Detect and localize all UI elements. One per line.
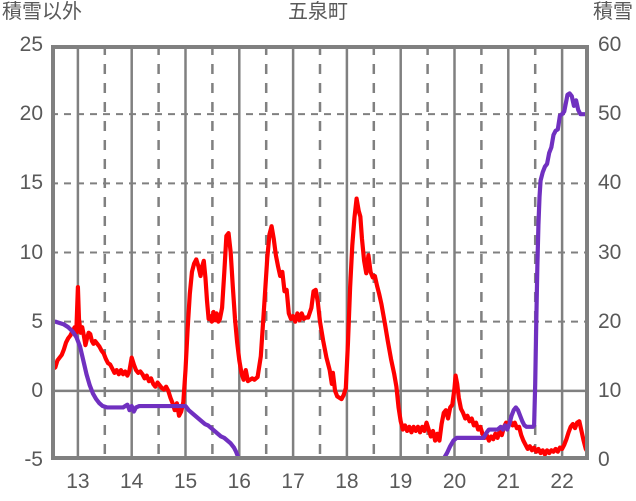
x-tick-19: 19 — [389, 470, 413, 493]
y-tick-left-0: 0 — [31, 378, 43, 402]
chart-title: 五泉町 — [288, 1, 348, 23]
series-line-non-snow — [51, 196, 589, 457]
y-tick-right-10: 10 — [598, 378, 622, 402]
plot-svg — [51, 45, 589, 460]
plot-area — [51, 45, 589, 460]
x-tick-13: 13 — [66, 470, 90, 493]
x-tick-18: 18 — [335, 470, 359, 493]
y-tick-right-0: 0 — [598, 448, 610, 471]
y-tick-right-20: 20 — [598, 309, 622, 333]
y-tick-right-30: 30 — [598, 240, 622, 264]
right-axis-title: 積雪 — [593, 1, 633, 23]
x-tick-21: 21 — [496, 470, 520, 493]
y-tick-left--5: -5 — [24, 448, 43, 471]
x-tick-16: 16 — [227, 470, 251, 493]
series-line-snow — [51, 91, 589, 460]
gridlines — [51, 45, 589, 460]
x-tick-14: 14 — [120, 470, 144, 493]
y-tick-right-50: 50 — [598, 102, 622, 126]
x-tick-20: 20 — [442, 470, 467, 493]
y-tick-left-20: 20 — [19, 102, 43, 126]
y-tick-left-15: 15 — [19, 171, 43, 195]
y-tick-left-10: 10 — [19, 240, 43, 264]
data-series-layer — [51, 91, 589, 460]
y-tick-left-25: 25 — [19, 33, 43, 56]
x-tick-17: 17 — [281, 470, 305, 493]
x-tick-15: 15 — [173, 470, 198, 493]
x-tick-22: 22 — [550, 470, 574, 493]
y-tick-left-5: 5 — [31, 309, 43, 333]
left-axis-title: 積雪以外 — [2, 1, 82, 23]
y-tick-right-40: 40 — [598, 171, 622, 195]
y-tick-right-60: 60 — [598, 33, 622, 56]
